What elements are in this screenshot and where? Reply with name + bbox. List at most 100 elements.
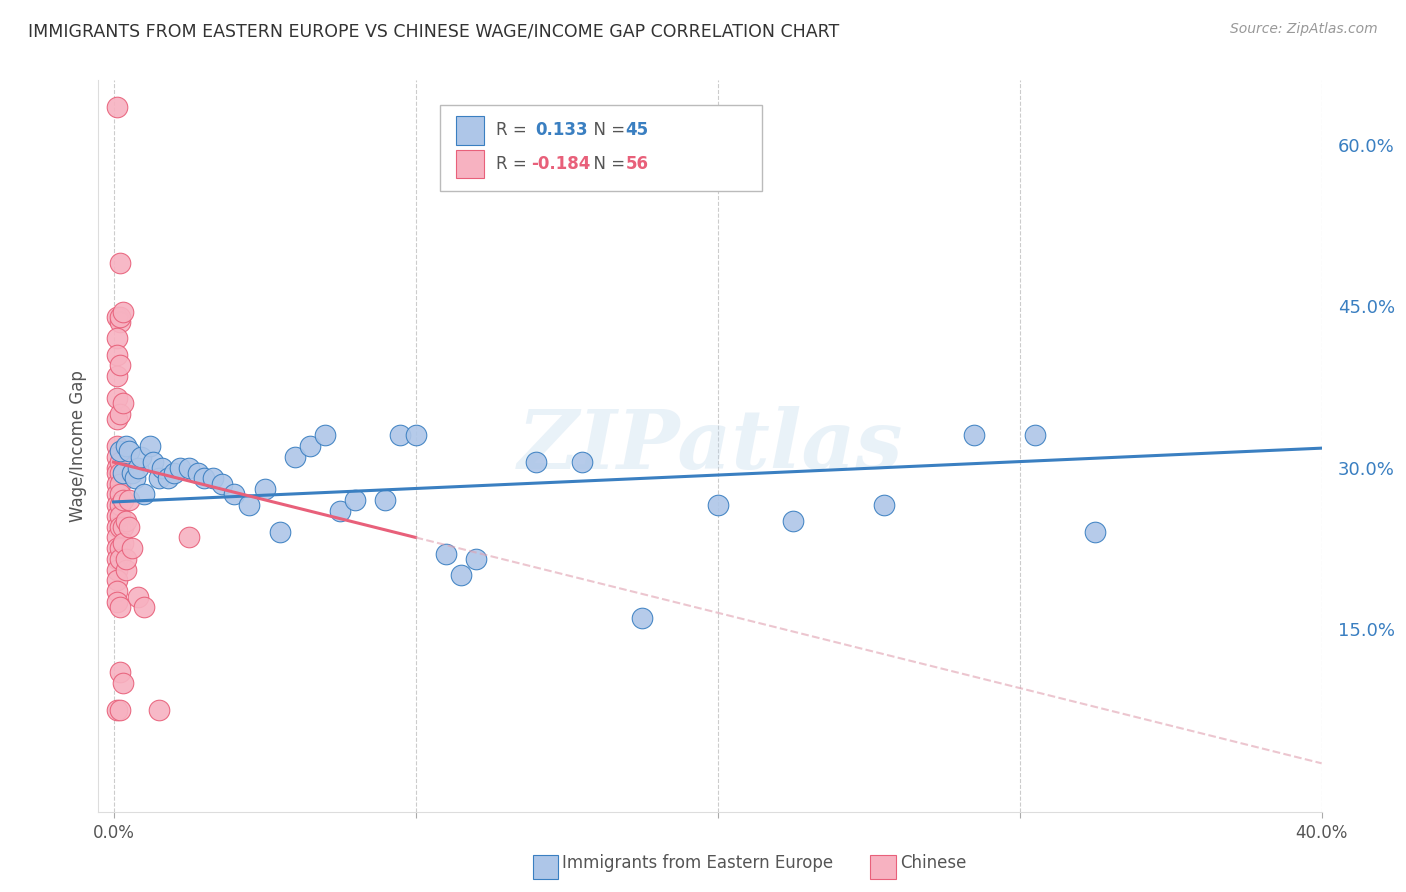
Point (108, 310, 131, 324)
Text: ZIPatlas: ZIPatlas (517, 406, 903, 486)
Text: Immigrants from Eastern Europe: Immigrants from Eastern Europe (562, 855, 834, 872)
Point (105, 702, 128, 716)
Point (111, 492, 134, 507)
Point (202, 471, 225, 485)
Text: IMMIGRANTS FROM EASTERN EUROPE VS CHINESE WAGE/INCOME GAP CORRELATION CHART: IMMIGRANTS FROM EASTERN EUROPE VS CHINES… (28, 22, 839, 40)
Point (108, 359, 131, 373)
Point (177, 460, 200, 475)
Point (224, 487, 246, 501)
Point (111, 304, 134, 318)
Point (148, 471, 170, 485)
Text: R =: R = (496, 121, 537, 139)
Point (105, 100, 128, 114)
Point (873, 498, 896, 512)
Point (129, 450, 152, 464)
Point (105, 530, 128, 544)
Point (434, 547, 457, 561)
Text: N =: N = (583, 121, 631, 139)
Point (114, 439, 136, 453)
Point (105, 584, 128, 599)
Point (105, 541, 128, 556)
Point (111, 466, 134, 480)
Point (105, 331, 128, 345)
Point (269, 524, 291, 539)
Point (105, 508, 128, 523)
Point (108, 487, 131, 501)
Point (127, 460, 149, 475)
Text: Chinese: Chinese (900, 855, 966, 872)
Point (465, 552, 488, 566)
Y-axis label: Wage/Income Gap: Wage/Income Gap (69, 370, 87, 522)
Point (108, 702, 131, 716)
Point (374, 492, 396, 507)
Point (142, 455, 165, 469)
Point (105, 310, 128, 324)
Point (1084, 524, 1107, 539)
Text: 56: 56 (626, 155, 648, 173)
Point (117, 444, 139, 458)
Point (1024, 428, 1046, 442)
Point (108, 466, 131, 480)
Point (132, 487, 155, 501)
Point (105, 391, 128, 405)
Point (163, 466, 186, 480)
Point (298, 439, 321, 453)
Text: -0.184: -0.184 (531, 155, 591, 173)
Point (114, 552, 136, 566)
Point (111, 519, 134, 533)
Point (114, 514, 136, 528)
Point (177, 530, 200, 544)
Point (706, 498, 728, 512)
Point (389, 428, 412, 442)
Point (284, 450, 307, 464)
Point (238, 498, 260, 512)
Point (450, 568, 472, 582)
Point (105, 563, 128, 577)
Point (344, 492, 367, 507)
Point (105, 476, 128, 491)
Point (105, 450, 128, 464)
Point (105, 519, 128, 533)
Point (117, 492, 139, 507)
Point (121, 541, 143, 556)
Point (139, 439, 162, 453)
Point (108, 315, 131, 329)
Point (193, 471, 215, 485)
Point (329, 503, 352, 517)
Point (108, 498, 131, 512)
Point (127, 590, 149, 604)
Point (108, 600, 131, 615)
Point (314, 428, 336, 442)
Point (105, 466, 128, 480)
Point (105, 460, 128, 475)
Point (114, 563, 136, 577)
Point (105, 498, 128, 512)
Point (105, 369, 128, 384)
Point (108, 665, 131, 679)
Point (211, 476, 233, 491)
Point (111, 536, 134, 550)
Point (782, 514, 804, 528)
Point (187, 466, 209, 480)
Point (108, 455, 131, 469)
Point (105, 348, 128, 362)
Point (105, 574, 128, 588)
Point (111, 396, 134, 410)
Point (524, 455, 547, 469)
Point (108, 552, 131, 566)
Point (108, 476, 131, 491)
Point (150, 460, 173, 475)
Point (108, 508, 131, 523)
Point (108, 519, 131, 533)
Point (105, 412, 128, 426)
Point (405, 428, 427, 442)
Point (148, 702, 170, 716)
Point (631, 611, 654, 625)
Point (105, 595, 128, 609)
Point (156, 471, 179, 485)
Point (963, 428, 986, 442)
Point (108, 407, 131, 421)
Point (169, 460, 191, 475)
Point (132, 600, 155, 615)
Point (253, 482, 276, 496)
